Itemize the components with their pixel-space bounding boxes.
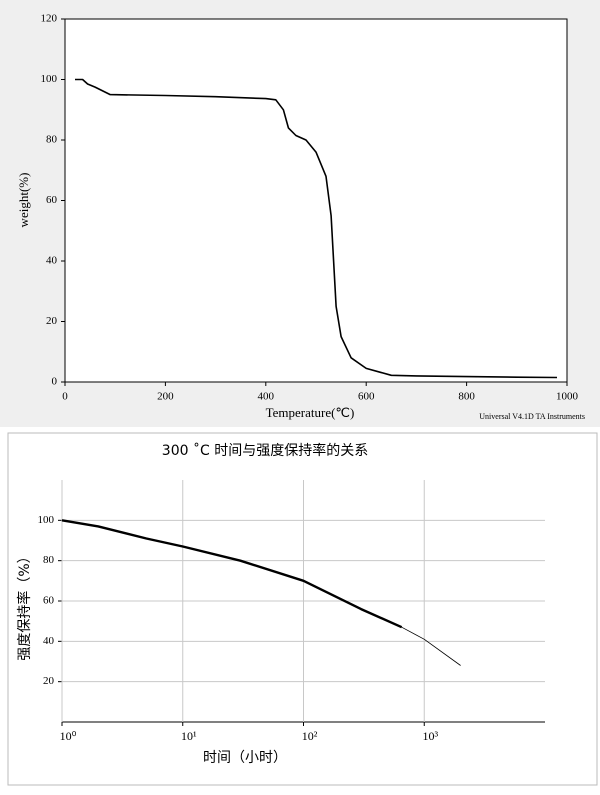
- y-tick-label: 60: [46, 194, 58, 206]
- x-tick-label: 1000: [556, 391, 579, 403]
- x-axis-label: 时间（小时）: [203, 750, 287, 766]
- annotation: Universal V4.1D TA Instruments: [479, 412, 585, 421]
- x-tick-label: 10³: [422, 729, 438, 743]
- y-axis-label: 强度保持率（%）: [16, 549, 33, 660]
- y-tick-label: 60: [43, 595, 55, 607]
- y-tick-label: 80: [43, 554, 55, 566]
- x-tick-label: 10¹: [181, 729, 197, 743]
- y-tick-label: 20: [46, 315, 58, 327]
- x-tick-label: 10⁰: [60, 729, 77, 743]
- x-axis-label: Temperature(℃): [266, 405, 355, 420]
- y-tick-label: 80: [46, 134, 58, 146]
- y-tick-label: 100: [41, 73, 58, 85]
- data-line: [75, 78, 558, 379]
- x-tick-label: 400: [258, 391, 275, 403]
- y-axis-label: weight(%): [16, 173, 31, 228]
- x-tick-label: 10²: [302, 729, 318, 743]
- data-line: [61, 519, 403, 629]
- x-tick-label: 600: [358, 391, 375, 403]
- y-tick-label: 40: [46, 255, 58, 267]
- y-tick-label: 20: [43, 675, 55, 687]
- x-tick-label: 800: [458, 391, 475, 403]
- plot-frame: [64, 18, 568, 383]
- x-tick-label: 0: [62, 391, 68, 403]
- y-tick-label: 40: [43, 635, 55, 647]
- data-line: [401, 626, 461, 666]
- y-tick-label: 100: [38, 514, 55, 526]
- x-tick-label: 200: [157, 391, 174, 403]
- y-tick-label: 120: [41, 13, 58, 25]
- chart-title: 300 ˚C 时间与强度保持率的关系: [162, 442, 368, 459]
- y-tick-label: 0: [52, 376, 58, 388]
- bottom-panel: [7, 432, 598, 786]
